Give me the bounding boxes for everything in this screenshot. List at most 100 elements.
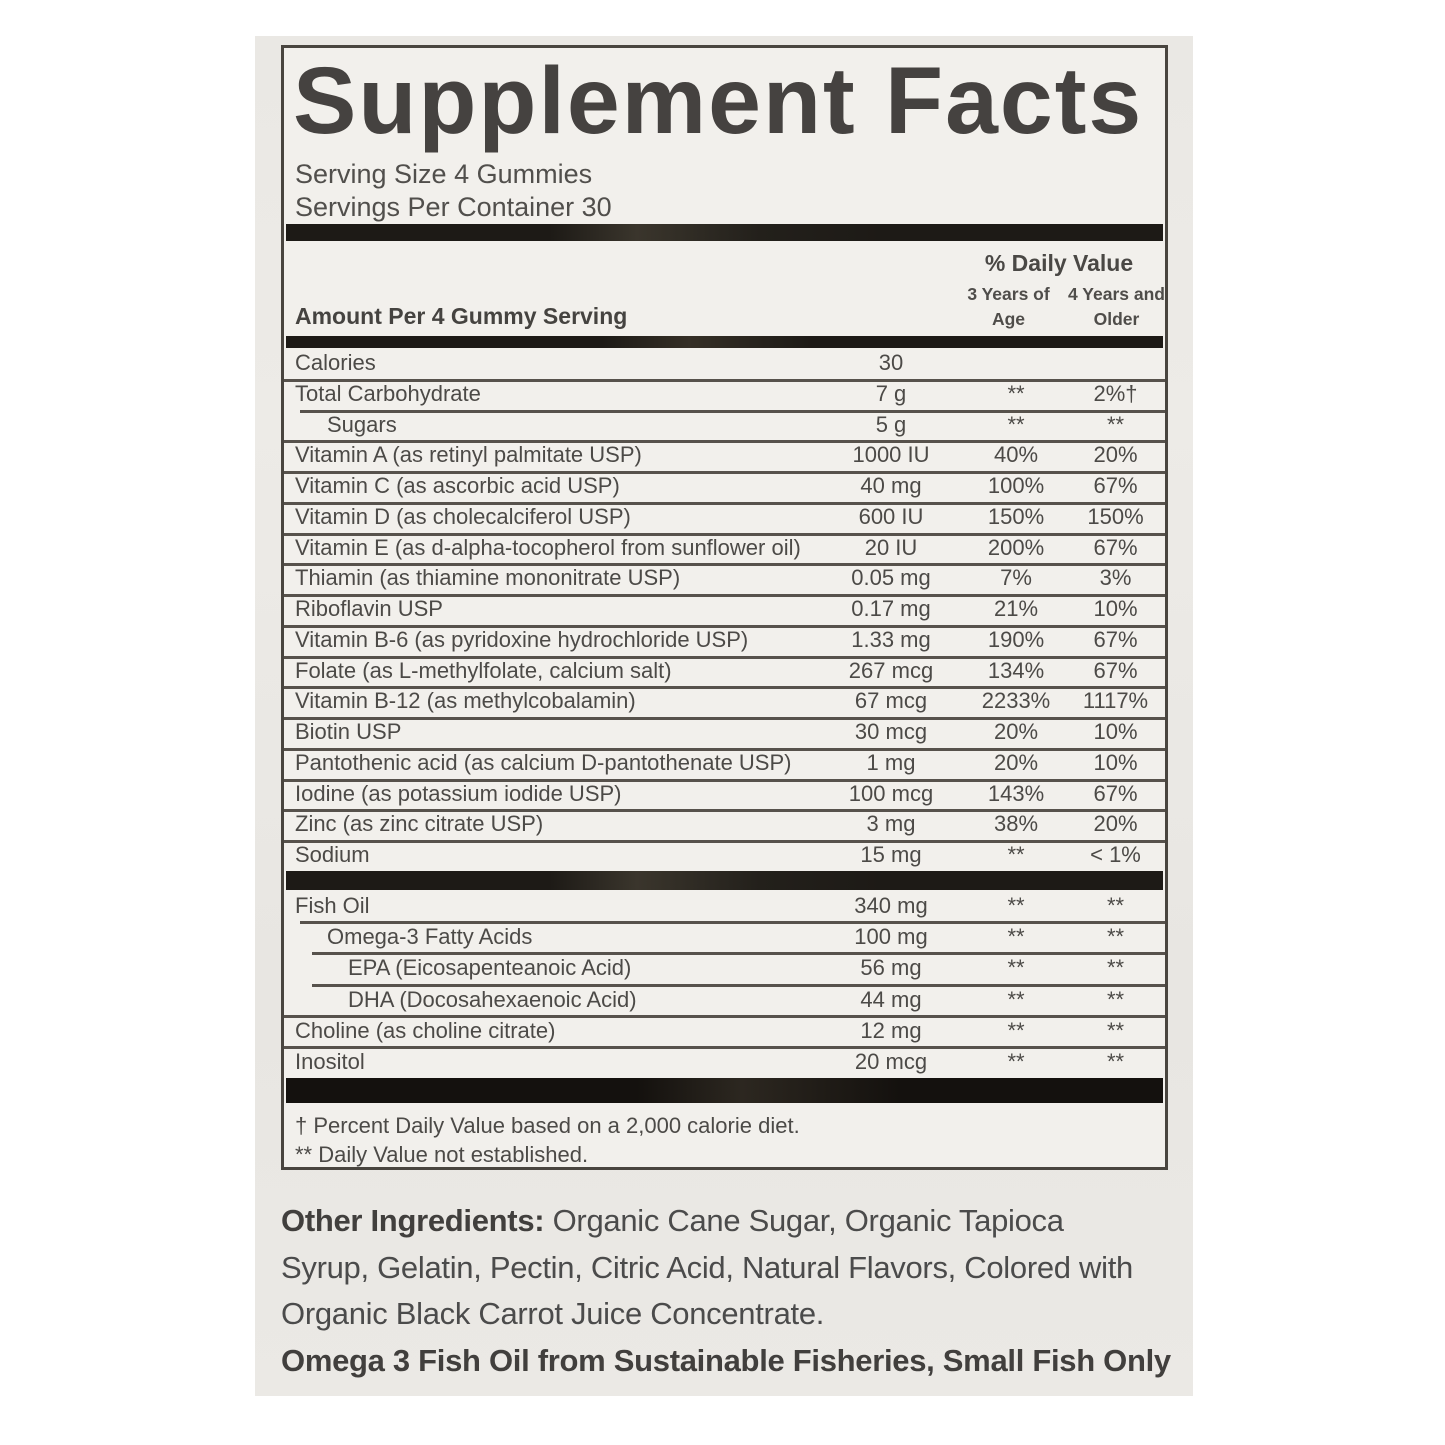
fish-oil-table: Fish Oil 340 mg ** ** Omega-3 Fatty Acid…	[284, 890, 1165, 1078]
table-row: Inositol 20 mcg ** **	[284, 1046, 1165, 1077]
other-ingredients-line3: Organic Black Carrot Juice Concentrate.	[281, 1296, 825, 1331]
row-dv-3yr: 190%	[987, 626, 1045, 652]
row-name: EPA (Eicosapenteanoic Acid)	[348, 955, 632, 981]
row-name: Pantothenic acid (as calcium D-pantothen…	[295, 749, 792, 775]
footnote-not-established: ** Daily Value not established.	[295, 1141, 589, 1167]
row-name: Vitamin B-6 (as pyridoxine hydrochloride…	[295, 626, 749, 652]
row-amount: 0.05 mg	[851, 565, 931, 591]
row-dv-4yr: **	[1106, 986, 1125, 1012]
other-ingredients: Other Ingredients: Organic Cane Sugar, O…	[281, 1198, 1191, 1384]
row-amount: 1 mg	[866, 749, 916, 775]
row-dv-3yr: 20%	[993, 749, 1039, 775]
row-amount: 44 mg	[860, 986, 922, 1012]
row-dv-4yr: 2%†	[1093, 380, 1138, 406]
bottom-divider-bar	[286, 1077, 1163, 1103]
table-row: Folate (as L-methylfolate, calcium salt)…	[284, 655, 1165, 687]
row-name: Zinc (as zinc citrate USP)	[295, 811, 544, 837]
row-dv-3yr: **	[1007, 1049, 1025, 1075]
row-dv-3yr: 2233%	[981, 688, 1051, 714]
row-dv-4yr: **	[1106, 1017, 1125, 1043]
row-dv-3yr: 7%	[1000, 565, 1032, 591]
row-dv-4yr: **	[1106, 411, 1125, 437]
column-header-zone: % Daily Value 3 Years of Age 4 Years and…	[284, 241, 1165, 336]
row-dv-3yr: 21%	[993, 596, 1039, 621]
col-header-4-years-line2: Older	[1093, 309, 1140, 329]
row-name: Choline (as choline citrate)	[295, 1017, 556, 1043]
footnote-daily-value: † Percent Daily Value based on a 2,000 c…	[295, 1112, 800, 1138]
row-amount: 15 mg	[860, 842, 922, 867]
row-name: Thiamin (as thiamine mononitrate USP)	[295, 565, 681, 591]
supplement-label-scan: Supplement Facts Serving Size 4 Gummies …	[255, 36, 1193, 1396]
row-dv-3yr: **	[1007, 842, 1025, 867]
col-header-3-years: 3 Years of Age	[956, 282, 1061, 332]
row-dv-4yr: 10%	[1093, 749, 1138, 775]
row-dv-4yr: **	[1106, 892, 1125, 918]
row-name: Iodine (as potassium iodide USP)	[295, 780, 622, 806]
row-amount: 340 mg	[854, 892, 928, 918]
row-dv-4yr: 67%	[1093, 473, 1138, 498]
other-ingredients-label: Other Ingredients:	[281, 1203, 545, 1238]
row-name: Riboflavin USP	[295, 596, 443, 621]
thick-divider-bar	[286, 224, 1163, 241]
medium-divider-bar	[286, 336, 1163, 348]
row-name: Fish Oil	[295, 892, 370, 918]
table-row: Iodine (as potassium iodide USP) 100 mcg…	[284, 778, 1165, 810]
row-dv-3yr: **	[1007, 892, 1025, 918]
row-name: Vitamin A (as retinyl palmitate USP)	[295, 442, 642, 468]
row-amount: 100 mcg	[848, 780, 934, 806]
serving-info: Serving Size 4 Gummies Servings Per Cont…	[295, 158, 1165, 224]
row-name: Vitamin E (as d-alpha-tocopherol from su…	[295, 534, 801, 560]
footnotes: † Percent Daily Value based on a 2,000 c…	[295, 1111, 1165, 1167]
panel-title: Supplement Facts	[293, 48, 1144, 154]
serving-size-text: Serving Size 4 Gummies	[295, 159, 593, 189]
table-row: Sodium 15 mg ** < 1%	[284, 840, 1165, 871]
row-amount: 30 mcg	[854, 719, 928, 744]
col-header-4-years-line1: 4 Years and	[1068, 284, 1165, 304]
row-dv-3yr: 200%	[987, 534, 1045, 560]
table-row: Calories 30	[284, 348, 1165, 379]
row-name: Omega-3 Fatty Acids	[327, 924, 533, 950]
row-amount: 0.17 mg	[851, 596, 931, 621]
row-dv-3yr: **	[1007, 924, 1025, 950]
row-dv-3yr: 38%	[993, 811, 1039, 837]
col-header-3-years-line2: Age	[991, 309, 1026, 329]
daily-value-header: % Daily Value	[984, 250, 1134, 276]
supplement-facts-panel: Supplement Facts Serving Size 4 Gummies …	[281, 45, 1168, 1170]
table-row: Thiamin (as thiamine mononitrate USP) 0.…	[284, 563, 1165, 594]
row-dv-4yr: **	[1106, 924, 1125, 950]
row-dv-3yr: 134%	[987, 657, 1045, 683]
table-row: Vitamin A (as retinyl palmitate USP) 100…	[284, 440, 1165, 471]
table-row: Biotin USP 30 mcg 20% 10%	[284, 717, 1165, 748]
row-amount: 1000 IU	[852, 442, 930, 468]
other-ingredients-line1-rest: Organic Cane Sugar, Organic Tapioca	[544, 1203, 1064, 1238]
table-row: Sugars 5 g ** **	[284, 409, 1165, 441]
row-dv-3yr: **	[1007, 411, 1025, 437]
row-dv-4yr: < 1%	[1090, 842, 1141, 867]
row-dv-3yr	[966, 348, 1066, 379]
row-dv-3yr: 150%	[987, 503, 1045, 529]
row-dv-3yr: 143%	[987, 780, 1045, 806]
row-dv-4yr: 67%	[1093, 626, 1138, 652]
col-header-4-years: 4 Years and Older	[1064, 282, 1165, 332]
table-row: Choline (as choline citrate) 12 mg ** **	[284, 1014, 1165, 1046]
servings-per-container-text: Servings Per Container 30	[295, 192, 612, 222]
row-name: Total Carbohydrate	[295, 380, 481, 406]
row-name: Folate (as L-methylfolate, calcium salt)	[295, 657, 672, 683]
row-dv-3yr: 40%	[993, 442, 1039, 468]
row-dv-3yr: 100%	[987, 473, 1045, 498]
row-amount: 67 mcg	[854, 688, 928, 714]
row-amount: 12 mg	[860, 1017, 922, 1043]
row-name: Vitamin B-12 (as methylcobalamin)	[295, 688, 636, 714]
row-dv-4yr: 20%	[1093, 442, 1138, 468]
row-dv-4yr: 1117%	[1082, 688, 1149, 714]
row-amount: 56 mg	[860, 955, 922, 981]
row-dv-4yr: 10%	[1093, 719, 1138, 744]
row-amount: 7 g	[875, 380, 907, 406]
table-row: Vitamin B-6 (as pyridoxine hydrochloride…	[284, 624, 1165, 656]
row-amount: 100 mg	[854, 924, 928, 950]
table-row: Zinc (as zinc citrate USP) 3 mg 38% 20%	[284, 809, 1165, 840]
row-amount: 3 mg	[866, 811, 916, 837]
row-amount: 20 mcg	[854, 1049, 928, 1075]
row-name: DHA (Docosahexaenoic Acid)	[348, 986, 637, 1012]
